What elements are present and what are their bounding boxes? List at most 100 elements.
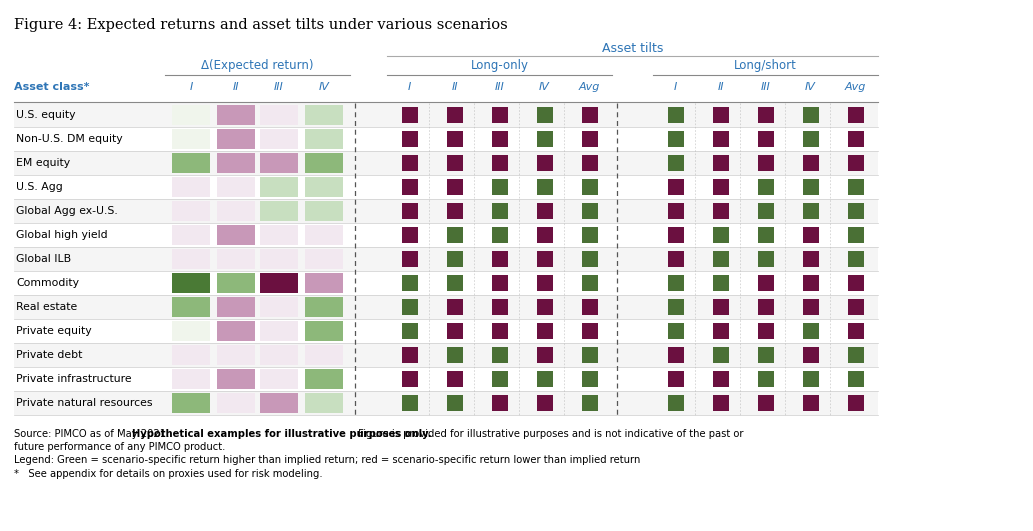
Bar (260, 321, 298, 341)
Bar (536, 131, 553, 147)
Bar (713, 227, 728, 243)
Bar (14, 391, 878, 415)
Bar (713, 371, 728, 387)
Bar (260, 273, 298, 293)
Bar (667, 131, 684, 147)
Bar (492, 395, 507, 411)
Bar (536, 299, 553, 315)
Bar (492, 203, 507, 219)
Bar (757, 203, 774, 219)
Bar (536, 371, 553, 387)
Bar (713, 347, 728, 363)
Bar (582, 275, 597, 291)
Bar (14, 199, 878, 223)
Text: Long-only: Long-only (470, 59, 529, 72)
Bar (217, 177, 255, 197)
Text: Long/short: Long/short (734, 59, 796, 72)
Bar (446, 395, 463, 411)
Bar (713, 395, 728, 411)
Bar (492, 227, 507, 243)
Bar (402, 371, 417, 387)
Bar (402, 251, 417, 267)
Text: Figure is provided for illustrative purposes and is not indicative of the past o: Figure is provided for illustrative purp… (355, 429, 744, 439)
Bar (667, 203, 684, 219)
Text: Non-U.S. DM equity: Non-U.S. DM equity (15, 134, 123, 144)
Bar (492, 371, 507, 387)
Bar (713, 203, 728, 219)
Bar (847, 251, 864, 267)
Bar (757, 155, 774, 171)
Bar (582, 107, 597, 123)
Bar (536, 275, 553, 291)
Text: future performance of any PIMCO product.: future performance of any PIMCO product. (14, 442, 225, 452)
Bar (803, 275, 818, 291)
Bar (582, 347, 597, 363)
Bar (803, 395, 818, 411)
Bar (667, 107, 684, 123)
Bar (713, 179, 728, 195)
Bar (492, 179, 507, 195)
Bar (217, 393, 255, 413)
Text: II: II (451, 82, 458, 92)
Bar (446, 227, 463, 243)
Bar (260, 345, 298, 365)
Bar (305, 225, 343, 245)
Bar (492, 347, 507, 363)
Bar (402, 323, 417, 339)
Bar (847, 203, 864, 219)
Text: Commodity: Commodity (15, 278, 79, 288)
Bar (713, 323, 728, 339)
Bar (402, 275, 417, 291)
Bar (757, 299, 774, 315)
Bar (757, 251, 774, 267)
Bar (14, 103, 878, 127)
Text: Asset tilts: Asset tilts (602, 42, 663, 55)
Bar (536, 347, 553, 363)
Bar (803, 323, 818, 339)
Text: Global high yield: Global high yield (15, 230, 107, 240)
Bar (757, 347, 774, 363)
Bar (803, 131, 818, 147)
Bar (492, 107, 507, 123)
Bar (217, 321, 255, 341)
Bar (260, 297, 298, 317)
Bar (14, 127, 878, 151)
Bar (260, 177, 298, 197)
Bar (402, 227, 417, 243)
Bar (667, 179, 684, 195)
Bar (14, 175, 878, 199)
Bar (492, 131, 507, 147)
Text: I: I (189, 82, 192, 92)
Bar (14, 367, 878, 391)
Bar (446, 275, 463, 291)
Bar (667, 251, 684, 267)
Text: *   See appendix for details on proxies used for risk modeling.: * See appendix for details on proxies us… (14, 469, 322, 479)
Text: III: III (274, 82, 284, 92)
Bar (305, 177, 343, 197)
Bar (260, 129, 298, 149)
Text: Avg: Avg (578, 82, 600, 92)
Bar (803, 155, 818, 171)
Text: IV: IV (318, 82, 330, 92)
Bar (446, 251, 463, 267)
Bar (446, 299, 463, 315)
Bar (305, 321, 343, 341)
Bar (667, 395, 684, 411)
Bar (847, 395, 864, 411)
Bar (173, 321, 210, 341)
Text: Private natural resources: Private natural resources (15, 398, 153, 408)
Bar (305, 153, 343, 173)
Bar (713, 131, 728, 147)
Bar (446, 371, 463, 387)
Bar (536, 251, 553, 267)
Bar (667, 299, 684, 315)
Bar (536, 227, 553, 243)
Bar (667, 347, 684, 363)
Bar (14, 151, 878, 175)
Bar (446, 131, 463, 147)
Bar (446, 323, 463, 339)
Bar (402, 107, 417, 123)
Bar (173, 345, 210, 365)
Bar (402, 395, 417, 411)
Text: U.S. Agg: U.S. Agg (15, 182, 63, 192)
